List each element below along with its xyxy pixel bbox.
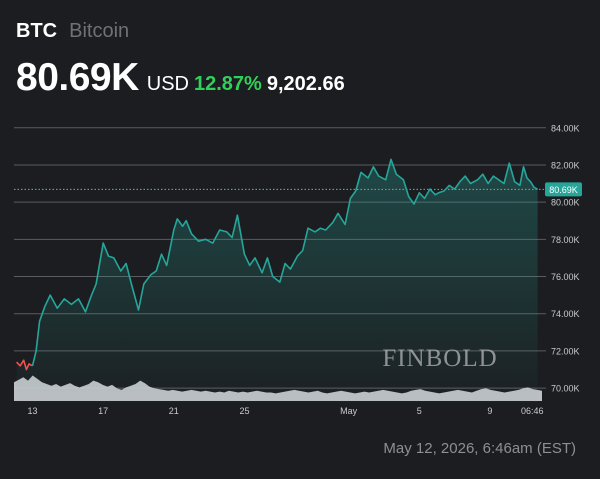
y-tick-label: 70.00K bbox=[551, 384, 580, 394]
y-tick-label: 82.00K bbox=[551, 160, 580, 170]
y-tick-label: 84.00K bbox=[551, 123, 580, 133]
x-tick-label: 21 bbox=[169, 406, 179, 416]
asset-name: Bitcoin bbox=[69, 20, 130, 42]
price-area-fill bbox=[16, 159, 538, 403]
ticker-symbol: BTC bbox=[16, 20, 58, 42]
price-row: 80.69K USD 12.87% 9,202.66 bbox=[16, 56, 345, 100]
current-price-badge bbox=[545, 182, 582, 197]
y-tick-label: 74.00K bbox=[551, 309, 580, 319]
asset-header: BTC Bitcoin bbox=[16, 20, 129, 46]
current-price-badge-label: 80.69K bbox=[549, 185, 578, 195]
timestamp: May 12, 2026, 6:46am (EST) bbox=[383, 440, 576, 457]
price-line bbox=[31, 158, 538, 366]
x-tick-label: 17 bbox=[98, 406, 108, 416]
y-tick-label: 72.00K bbox=[551, 346, 580, 356]
currency-label: USD bbox=[146, 73, 189, 95]
current-price: 80.69K bbox=[16, 56, 139, 99]
change-percent: 12.87% bbox=[194, 73, 262, 95]
price-line-pre bbox=[16, 359, 33, 371]
x-tick-label: 13 bbox=[28, 406, 38, 416]
x-tick-label: 5 bbox=[417, 406, 422, 416]
x-tick-label: 06:46 bbox=[521, 406, 544, 416]
y-tick-label: 80.00K bbox=[551, 198, 580, 208]
watermark-logo: FINBOLD bbox=[382, 345, 497, 372]
x-tick-label: 25 bbox=[239, 406, 249, 416]
change-absolute: 9,202.66 bbox=[266, 73, 345, 95]
x-tick-label: May bbox=[340, 406, 358, 416]
y-tick-label: 76.00K bbox=[551, 272, 580, 282]
y-tick-label: 78.00K bbox=[551, 235, 580, 245]
x-tick-label: 9 bbox=[487, 406, 492, 416]
